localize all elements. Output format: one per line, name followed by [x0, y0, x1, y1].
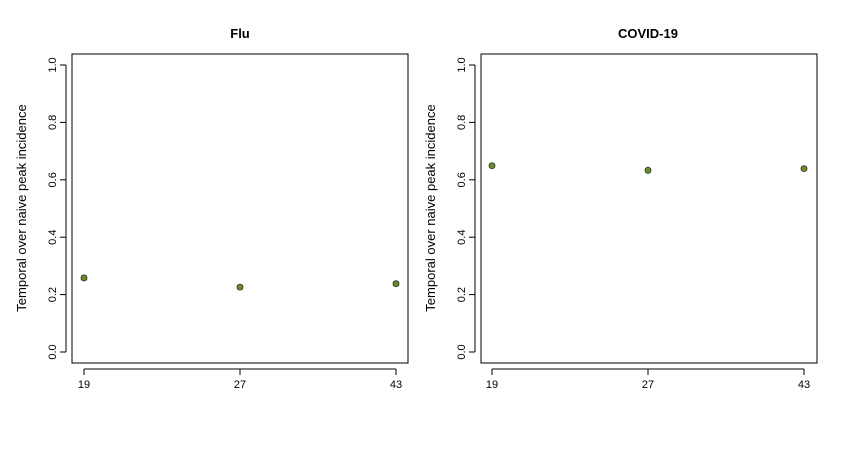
y-tick-label: 0.0: [47, 344, 59, 359]
y-tick-label: 0.0: [456, 344, 468, 359]
x-tick-label: 27: [642, 379, 654, 391]
y-axis: 0.0 0.2 0.4 0.6 0.8 1.0: [47, 57, 67, 360]
chart-title: COVID-19: [618, 26, 678, 41]
y-tick-label: 0.2: [456, 287, 468, 302]
plot-frame: [71, 53, 409, 364]
x-axis: 19 27 43: [486, 368, 810, 391]
x-tick-label: 19: [78, 379, 90, 391]
chart-panel-covid: COVID-19 Temporal over naive peak incide…: [423, 26, 818, 391]
y-tick-label: 1.0: [456, 57, 468, 72]
x-tick-label: 27: [234, 379, 246, 391]
y-tick-label: 0.6: [47, 172, 59, 187]
y-axis-label: Temporal over naive peak incidence: [423, 104, 438, 311]
x-axis: 19 27 43: [78, 368, 402, 391]
data-point: [236, 283, 244, 291]
data-point: [392, 280, 400, 288]
x-tick-label: 43: [390, 379, 402, 391]
y-tick-label: 0.2: [47, 287, 59, 302]
y-tick-label: 0.4: [47, 230, 59, 245]
data-series: [488, 162, 808, 174]
data-point: [644, 166, 652, 174]
chart-panel-flu: Flu Temporal over naive peak incidence 0…: [14, 26, 409, 391]
y-tick-label: 0.4: [456, 230, 468, 245]
data-point: [488, 162, 496, 170]
data-point: [80, 274, 88, 282]
x-tick-label: 19: [486, 379, 498, 391]
chart-title: Flu: [230, 26, 250, 41]
plot-frame: [480, 53, 818, 364]
y-tick-label: 1.0: [47, 57, 59, 72]
x-tick-label: 43: [798, 379, 810, 391]
y-tick-label: 0.8: [47, 115, 59, 130]
y-tick-label: 0.8: [456, 115, 468, 130]
data-series: [80, 274, 400, 291]
y-axis-label: Temporal over naive peak incidence: [14, 104, 29, 311]
y-axis: 0.0 0.2 0.4 0.6 0.8 1.0: [456, 57, 476, 360]
y-tick-label: 0.6: [456, 172, 468, 187]
data-point: [800, 165, 808, 173]
